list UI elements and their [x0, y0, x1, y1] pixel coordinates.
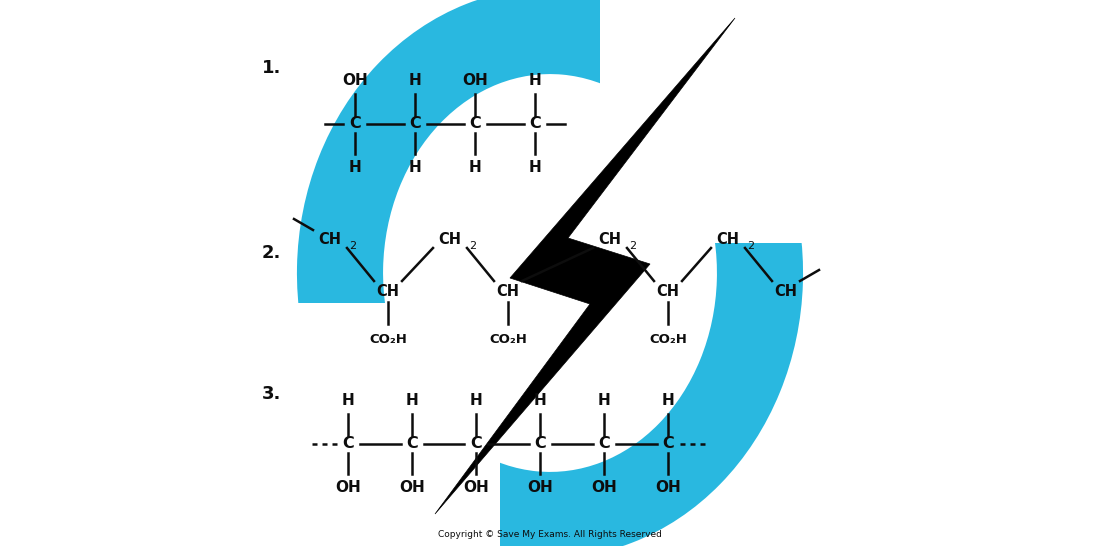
Text: H: H	[406, 393, 418, 408]
Polygon shape	[600, 0, 840, 243]
Text: 2: 2	[748, 241, 755, 251]
Text: H: H	[529, 160, 541, 175]
Text: OH: OH	[463, 480, 488, 495]
Text: H: H	[469, 160, 482, 175]
Text: CH: CH	[496, 283, 519, 299]
Text: CH: CH	[598, 232, 622, 246]
Text: CH: CH	[439, 232, 462, 246]
Text: C: C	[662, 436, 674, 452]
Text: 2: 2	[350, 241, 356, 251]
Text: C: C	[598, 436, 609, 452]
Text: H: H	[661, 393, 674, 408]
Text: 3.: 3.	[262, 385, 282, 403]
Text: CH: CH	[774, 283, 798, 299]
Text: 2.: 2.	[262, 244, 282, 262]
Polygon shape	[728, 165, 755, 198]
Text: H: H	[529, 73, 541, 88]
Text: CH: CH	[657, 283, 680, 299]
Text: CH: CH	[716, 232, 739, 246]
Text: Copyright © Save My Exams. All Rights Reserved: Copyright © Save My Exams. All Rights Re…	[438, 530, 662, 539]
Text: OH: OH	[591, 480, 617, 495]
Text: OH: OH	[462, 73, 488, 88]
Text: OH: OH	[527, 480, 553, 495]
Text: H: H	[408, 160, 421, 175]
Text: 1.: 1.	[262, 59, 282, 77]
Text: C: C	[342, 436, 354, 452]
Text: CO₂H: CO₂H	[490, 333, 527, 346]
Text: H: H	[408, 73, 421, 88]
Text: H: H	[534, 393, 547, 408]
Text: C: C	[470, 436, 482, 452]
Text: C: C	[409, 116, 421, 132]
Text: C: C	[406, 436, 418, 452]
Text: H: H	[470, 393, 483, 408]
Text: C: C	[469, 116, 481, 132]
Text: 2: 2	[629, 241, 637, 251]
Text: CO₂H: CO₂H	[370, 333, 407, 346]
Text: OH: OH	[336, 480, 361, 495]
Polygon shape	[434, 18, 735, 514]
Polygon shape	[260, 303, 500, 546]
Text: OH: OH	[656, 480, 681, 495]
Text: CH: CH	[319, 232, 341, 246]
Text: H: H	[349, 160, 362, 175]
Text: H: H	[342, 393, 354, 408]
Text: H: H	[597, 393, 611, 408]
Text: CH: CH	[376, 283, 399, 299]
Text: OH: OH	[342, 73, 367, 88]
Polygon shape	[336, 342, 361, 375]
Text: CO₂H: CO₂H	[649, 333, 686, 346]
Text: OH: OH	[399, 480, 425, 495]
Text: C: C	[349, 116, 361, 132]
Text: C: C	[529, 116, 541, 132]
Text: C: C	[535, 436, 546, 452]
Text: 2: 2	[470, 241, 476, 251]
